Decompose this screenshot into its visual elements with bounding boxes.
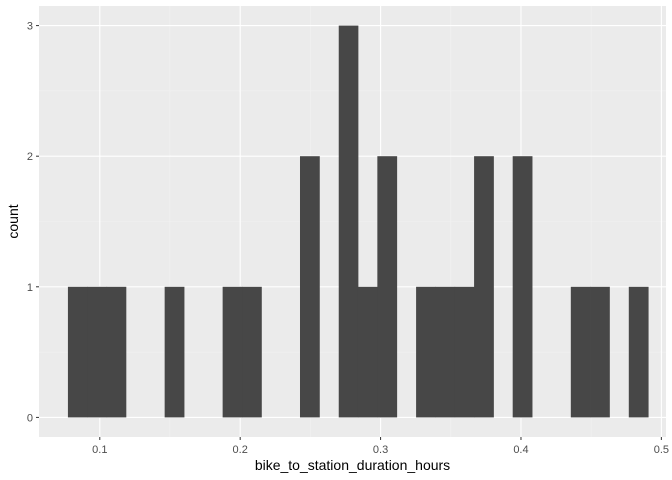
histogram-bar <box>299 156 320 418</box>
x-tick-label: 0.3 <box>373 444 388 456</box>
histogram-bar <box>435 286 456 418</box>
x-tick-label: 0.4 <box>513 444 528 456</box>
histogram-bar <box>570 286 591 418</box>
histogram-bar <box>338 25 359 418</box>
histogram-bar <box>628 286 649 418</box>
y-tick-label: 1 <box>27 282 33 294</box>
y-tick-label: 2 <box>27 151 33 163</box>
histogram-bar <box>357 286 378 418</box>
y-axis-title: count <box>5 204 21 238</box>
histogram-bar <box>474 156 494 418</box>
histogram-bar <box>512 156 533 418</box>
x-tick-label: 0.5 <box>654 444 669 456</box>
histogram-bars <box>67 25 649 418</box>
y-tick-label: 3 <box>27 21 33 33</box>
histogram-bar <box>590 286 610 418</box>
histogram-bar <box>377 156 398 418</box>
y-tick-label: 0 <box>27 412 33 424</box>
histogram-bar <box>164 286 185 418</box>
histogram-bar <box>454 286 475 418</box>
histogram-bar <box>87 286 108 418</box>
x-tick-label: 0.1 <box>92 444 107 456</box>
histogram-bar <box>67 286 88 418</box>
histogram-bar <box>416 286 436 418</box>
histogram-bar <box>242 286 262 418</box>
histogram-bar <box>222 286 243 418</box>
x-tick-label: 0.2 <box>233 444 248 456</box>
y-axis: 0 1 2 3 <box>27 21 39 424</box>
x-axis: 0.1 0.2 0.3 0.4 0.5 <box>92 437 669 456</box>
histogram-bar <box>106 286 127 418</box>
x-axis-title: bike_to_station_duration_hours <box>255 457 450 473</box>
